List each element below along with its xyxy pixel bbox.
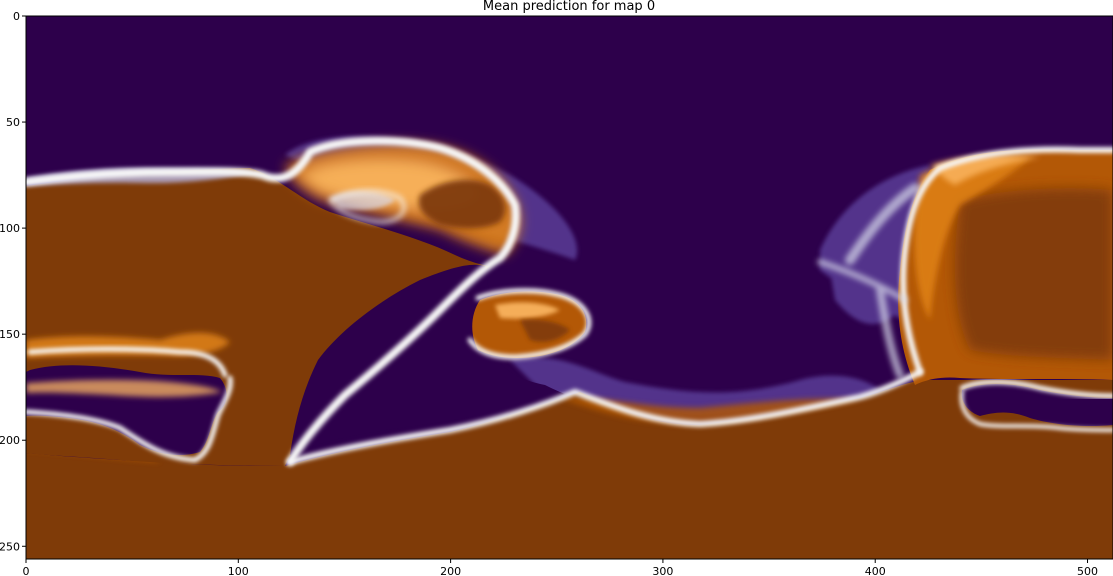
y-axis: 0 50 100 150 200 250 bbox=[0, 10, 26, 553]
region-bottom-orange bbox=[26, 380, 1113, 559]
x-tick-label: 400 bbox=[865, 565, 886, 576]
dark-brown-blob bbox=[418, 179, 506, 229]
heatmap-image bbox=[26, 16, 1113, 559]
y-tick-label: 50 bbox=[6, 116, 20, 129]
y-tick-label: 200 bbox=[0, 434, 20, 447]
right-lavender-streaks bbox=[817, 183, 920, 379]
x-tick-label: 300 bbox=[652, 565, 673, 576]
y-tick-label: 0 bbox=[13, 10, 20, 23]
white-ridge-lines bbox=[26, 136, 1113, 466]
region-right-purple-pocket bbox=[961, 384, 1113, 427]
x-axis: 0 100 200 300 400 500 bbox=[23, 559, 1098, 576]
x-tick-label: 200 bbox=[440, 565, 461, 576]
x-tick-label: 500 bbox=[1077, 565, 1098, 576]
y-tick-label: 250 bbox=[0, 540, 20, 553]
chart-title: Mean prediction for map 0 bbox=[483, 0, 655, 14]
region-central-purple-pocket bbox=[290, 264, 565, 455]
plot-frame bbox=[25, 15, 1113, 560]
x-tick-label: 100 bbox=[228, 565, 249, 576]
y-tick-label: 150 bbox=[0, 328, 20, 341]
y-tick-label: 100 bbox=[0, 222, 20, 235]
x-tick-label: 0 bbox=[23, 565, 30, 576]
